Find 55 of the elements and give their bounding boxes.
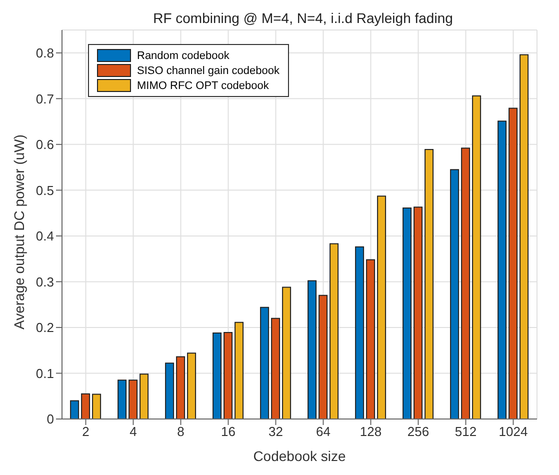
- bar: [212, 332, 222, 419]
- bar: [461, 148, 470, 419]
- bar: [472, 95, 482, 419]
- bar: [377, 196, 386, 419]
- bar: [318, 294, 328, 419]
- x-tick-label: 256: [407, 424, 430, 440]
- y-tick-label: 0.3: [36, 274, 54, 290]
- y-tick-label: 0: [46, 412, 54, 427]
- x-tick-label: 2: [82, 424, 90, 440]
- bar: [118, 380, 127, 419]
- chart-title: RF combining @ M=4, N=4, i.i.d Rayleigh fading: [152, 10, 454, 26]
- y-tick-label: 0.2: [36, 320, 54, 336]
- y-tick-label: 0.8: [36, 45, 54, 60]
- bar: [176, 356, 186, 419]
- bar: [355, 246, 364, 419]
- bar: [271, 318, 280, 419]
- bar: [520, 54, 529, 419]
- bar: [234, 322, 244, 419]
- bar: [260, 306, 270, 419]
- y-tick-label: 0.4: [36, 228, 54, 244]
- legend-label: Random codebook: [137, 50, 230, 62]
- bar: [187, 352, 196, 419]
- y-axis-title: Average output DC power (uW): [10, 134, 27, 330]
- bar: [165, 362, 174, 419]
- bar: [424, 148, 434, 419]
- bar: [508, 108, 518, 419]
- bar: [140, 374, 149, 419]
- bar: [402, 208, 412, 419]
- bar: [81, 393, 90, 419]
- y-tick-label: 0.6: [36, 137, 54, 152]
- x-tick-label: 32: [268, 424, 283, 440]
- bar: [92, 394, 102, 419]
- bar: [498, 120, 507, 419]
- bar: [450, 169, 460, 419]
- bar: [128, 380, 138, 419]
- legend-label: MIMO RFC OPT codebook: [137, 80, 269, 92]
- x-tick-label: 512: [454, 424, 477, 440]
- bar: [308, 280, 317, 419]
- y-tick-label: 0.1: [36, 366, 54, 381]
- x-tick-label: 8: [177, 424, 184, 440]
- bar: [414, 206, 423, 419]
- legend-label: SISO channel gain codebook: [137, 64, 280, 76]
- x-tick-label: 1024: [498, 424, 528, 440]
- x-tick-label: 16: [221, 424, 236, 440]
- bar: [330, 243, 339, 419]
- bar: [224, 332, 233, 419]
- y-tick-label: 0.5: [36, 182, 54, 198]
- y-tick-label: 0.7: [36, 91, 54, 106]
- x-tick-label: 4: [130, 424, 137, 440]
- x-tick-label: 64: [316, 424, 330, 440]
- x-axis-title: Codebook size: [253, 448, 346, 464]
- bar: [282, 286, 292, 419]
- bar: [70, 400, 80, 419]
- bar: [366, 259, 376, 419]
- x-tick-label: 128: [360, 424, 382, 440]
